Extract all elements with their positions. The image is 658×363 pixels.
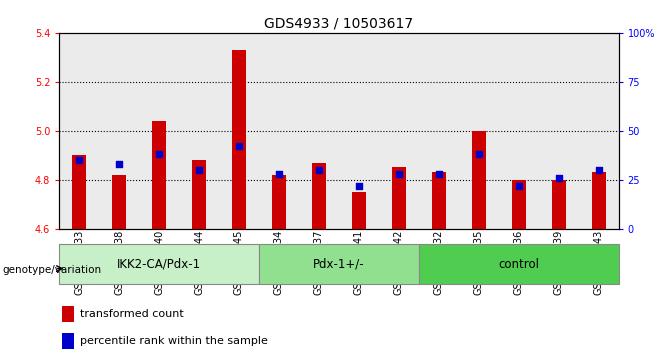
Bar	[551, 180, 566, 229]
Text: percentile rank within the sample: percentile rank within the sample	[80, 336, 268, 346]
FancyBboxPatch shape	[259, 244, 418, 284]
Point	[274, 171, 284, 177]
Text: IKK2-CA/Pdx-1: IKK2-CA/Pdx-1	[117, 258, 201, 270]
Point	[114, 161, 124, 167]
Point	[74, 157, 84, 163]
Bar	[62, 306, 74, 322]
Point	[234, 143, 244, 149]
Bar	[512, 180, 526, 229]
Bar	[259, 33, 299, 229]
Text: Pdx-1+/-: Pdx-1+/-	[313, 258, 365, 270]
Bar	[312, 163, 326, 229]
Bar	[472, 131, 486, 229]
Point	[473, 151, 484, 157]
Point	[393, 171, 404, 177]
Text: transformed count: transformed count	[80, 309, 184, 319]
Bar	[459, 33, 499, 229]
Bar	[339, 33, 379, 229]
FancyBboxPatch shape	[418, 244, 619, 284]
Bar	[578, 33, 619, 229]
Text: control: control	[498, 258, 539, 270]
Point	[594, 167, 604, 173]
Point	[513, 183, 524, 188]
Point	[553, 175, 564, 181]
Point	[314, 167, 324, 173]
Bar	[592, 172, 605, 229]
Text: genotype/variation: genotype/variation	[2, 265, 101, 276]
Bar	[139, 33, 179, 229]
Bar	[59, 33, 99, 229]
Bar	[232, 50, 246, 229]
Bar	[62, 333, 74, 349]
Bar	[539, 33, 578, 229]
Bar	[272, 175, 286, 229]
Bar	[499, 33, 539, 229]
FancyBboxPatch shape	[59, 244, 259, 284]
Bar	[432, 172, 445, 229]
Point	[353, 183, 364, 188]
Bar	[379, 33, 418, 229]
Point	[193, 167, 204, 173]
Bar	[392, 167, 406, 229]
Bar	[112, 175, 126, 229]
Bar	[99, 33, 139, 229]
Title: GDS4933 / 10503617: GDS4933 / 10503617	[265, 16, 413, 30]
Point	[154, 151, 164, 157]
Bar	[299, 33, 339, 229]
Bar	[192, 160, 206, 229]
Bar	[152, 121, 166, 229]
Point	[434, 171, 444, 177]
Bar	[219, 33, 259, 229]
Bar	[72, 155, 86, 229]
Bar	[179, 33, 219, 229]
Bar	[352, 192, 366, 229]
Bar	[418, 33, 459, 229]
